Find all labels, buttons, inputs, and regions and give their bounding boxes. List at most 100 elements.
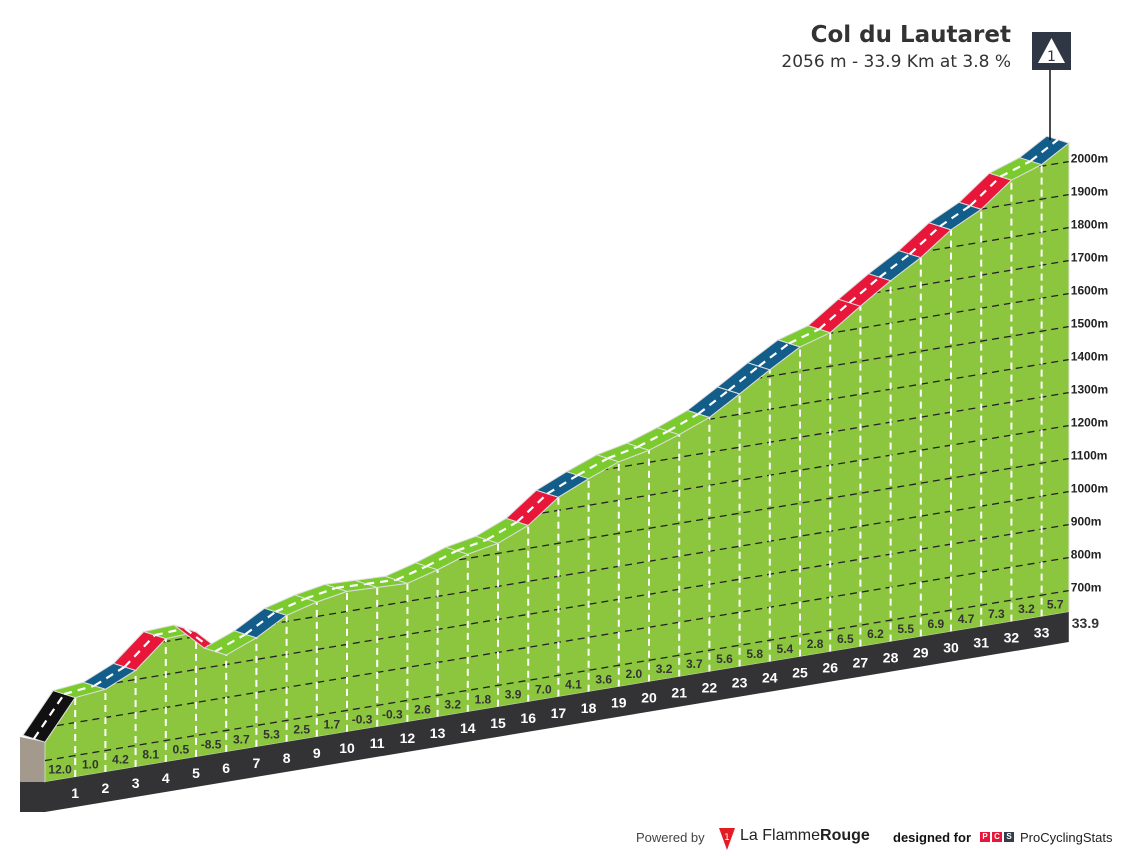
category-number: 1	[1047, 49, 1056, 65]
road-centerline	[758, 342, 790, 368]
km-label: 14	[460, 720, 476, 736]
road-centerline	[366, 578, 397, 585]
road-centerline	[395, 565, 428, 581]
km-label: 12	[400, 730, 416, 746]
km-label: 18	[581, 700, 597, 716]
km-label: 4	[162, 770, 170, 786]
end-distance-label: 33.9	[1072, 615, 1099, 631]
svg-text:1: 1	[724, 833, 730, 843]
km-label: 19	[611, 695, 627, 711]
km-label: 9	[313, 745, 321, 761]
km-label: 21	[671, 685, 687, 701]
km-label: 31	[973, 635, 989, 651]
road-centerline	[727, 365, 760, 392]
road-centerline	[63, 684, 95, 696]
altitude-gridline	[45, 589, 1069, 762]
road-centerline	[546, 474, 579, 495]
flamme-rouge-brand[interactable]: La FlammeRouge	[740, 827, 870, 845]
gradient-label: 8.1	[142, 747, 159, 761]
altitude-label: 1700m	[1071, 251, 1108, 265]
gradient-label: 7.0	[535, 682, 552, 696]
km-label: 27	[853, 655, 869, 671]
altitude-label: 2000m	[1071, 152, 1108, 166]
km-label: 33	[1034, 625, 1050, 641]
altitude-label: 1400m	[1071, 350, 1108, 364]
altitude-label: 700m	[1071, 581, 1102, 595]
gradient-label: 5.5	[897, 622, 914, 636]
gradient-label: 6.2	[867, 627, 884, 641]
gradient-label: -8.5	[201, 737, 222, 751]
km-label: 5	[192, 765, 200, 781]
road-centerline	[214, 633, 246, 653]
altitude-label: 1500m	[1071, 317, 1108, 331]
km-label: 1	[71, 785, 79, 801]
gradient-label: 5.3	[263, 727, 280, 741]
gradient-label: 3.7	[686, 657, 703, 671]
gradient-label: 4.1	[565, 677, 582, 691]
km-label: 15	[490, 715, 506, 731]
gradient-label: 5.7	[1047, 597, 1064, 611]
road-centerline	[244, 610, 277, 636]
km-label: 6	[222, 760, 230, 776]
road-centerline	[93, 665, 126, 687]
pcs-letter: C	[992, 832, 1002, 842]
road-centerline	[667, 412, 699, 433]
road-centerline	[33, 693, 66, 740]
km-label: 30	[943, 640, 959, 656]
road-centerline	[516, 492, 549, 523]
km-label: 2	[102, 780, 110, 796]
gradient-label: 2.5	[293, 722, 310, 736]
altitude-gridline	[45, 556, 1069, 729]
altitude-gridline	[45, 523, 1069, 696]
road-centerline	[637, 430, 669, 448]
gradient-label: 5.4	[777, 642, 794, 656]
brand-part-b: Rouge	[820, 827, 870, 844]
altitude-label: 1100m	[1071, 449, 1108, 463]
road-centerline	[456, 538, 488, 552]
procyclingstats-link[interactable]: ProCyclingStats	[1020, 830, 1113, 845]
pcs-logo: P C S	[980, 832, 1014, 842]
altitude-label: 1200m	[1071, 416, 1108, 430]
base-side-face	[20, 782, 45, 812]
road-centerline	[486, 520, 518, 541]
gradient-label: 3.9	[505, 687, 522, 701]
km-label: 11	[370, 735, 385, 751]
road-centerline	[1029, 138, 1059, 162]
road-centerline	[818, 301, 851, 330]
brand-part-a: La Flamme	[740, 827, 821, 844]
altitude-label: 1000m	[1071, 482, 1108, 496]
km-label: 32	[1004, 630, 1020, 646]
altitude-label: 1600m	[1071, 284, 1108, 298]
road-centerline	[275, 597, 307, 613]
gradient-label: 2.8	[807, 637, 824, 651]
gradient-label: 12.0	[48, 762, 72, 776]
km-label: 29	[913, 645, 929, 661]
flamme-rouge-logo-icon: 1	[719, 828, 735, 850]
road-centerline	[123, 634, 156, 668]
km-label: 20	[641, 690, 657, 706]
pcs-letter: S	[1004, 832, 1014, 842]
road-centerline	[999, 160, 1032, 178]
altitude-label: 1800m	[1071, 218, 1108, 232]
gradient-label: 3.2	[656, 662, 673, 676]
gradient-label: 3.6	[595, 672, 612, 686]
gradient-label: 1.0	[82, 757, 99, 771]
profile-side-face	[20, 737, 45, 782]
km-label: 7	[253, 755, 261, 771]
km-label: 26	[822, 660, 838, 676]
gradient-label: 6.9	[928, 617, 945, 631]
km-label: 24	[762, 670, 778, 686]
km-label: 13	[430, 725, 446, 741]
road-centerline	[305, 586, 337, 600]
gradient-label: 5.6	[716, 652, 733, 666]
gradient-label: 2.0	[626, 667, 643, 681]
gradient-label: 2.6	[414, 702, 431, 716]
distance-base-strip	[45, 612, 1069, 812]
gradient-label: 7.3	[988, 607, 1005, 621]
road-centerline	[939, 204, 971, 228]
powered-by-label: Powered by	[636, 830, 705, 845]
km-label: 22	[702, 680, 718, 696]
road-centerline	[335, 582, 367, 589]
km-label: 25	[792, 665, 808, 681]
